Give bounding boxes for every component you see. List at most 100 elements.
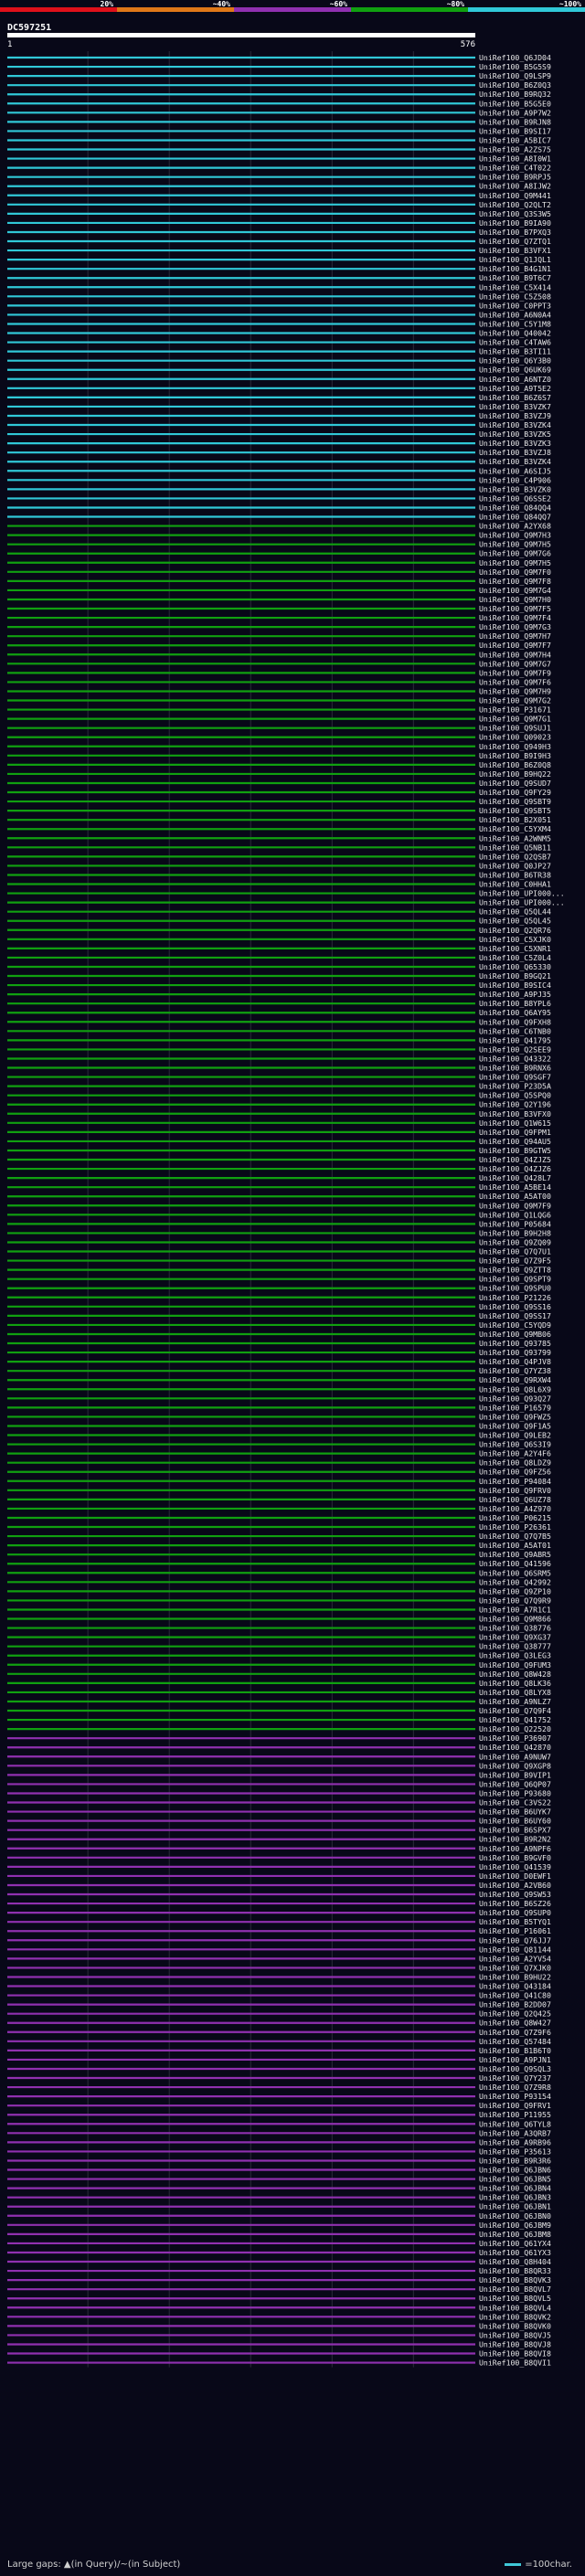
hit-label[interactable]: UniRef100_P26361: [479, 1522, 551, 1532]
hit-row[interactable]: UniRef100_Q949H3: [7, 742, 551, 751]
hit-row[interactable]: UniRef100_Q8W428: [7, 1670, 551, 1679]
hit-label[interactable]: UniRef100_B9HQ22: [479, 769, 551, 779]
hit-row[interactable]: UniRef100_Q9M7F5: [7, 604, 551, 613]
hit-label[interactable]: UniRef100_B6Z6S7: [479, 393, 551, 402]
hit-row[interactable]: UniRef100_Q6JBM9: [7, 2221, 551, 2230]
hit-label[interactable]: UniRef100_Q6JD04: [479, 53, 551, 62]
hit-row[interactable]: UniRef100_Q6JBN6: [7, 2166, 551, 2175]
hit-label[interactable]: UniRef100_Q9FPM1: [479, 1128, 551, 1137]
hit-label[interactable]: UniRef100_Q9M7F0: [479, 567, 551, 577]
hit-label[interactable]: UniRef100_Q1JQL1: [479, 255, 551, 264]
hit-label[interactable]: UniRef100_B6UY60: [479, 1817, 551, 1826]
hit-row[interactable]: UniRef100_Q9RXW4: [7, 1375, 551, 1384]
hit-label[interactable]: UniRef100_A2YV54: [479, 1954, 551, 1963]
hit-row[interactable]: UniRef100_Q6JBM8: [7, 2230, 551, 2239]
hit-label[interactable]: UniRef100_Q9M7F6: [479, 677, 551, 686]
hit-label[interactable]: UniRef100_Q9M7G3: [479, 622, 551, 631]
hit-row[interactable]: UniRef100_Q9M7G3: [7, 622, 551, 631]
hit-row[interactable]: UniRef100_Q09023: [7, 733, 551, 742]
hit-row[interactable]: UniRef100_P16579: [7, 1403, 551, 1412]
hit-label[interactable]: UniRef100_B5G5E0: [479, 99, 551, 108]
hit-label[interactable]: UniRef100_B9VIP1: [479, 1770, 551, 1779]
hit-label[interactable]: UniRef100_Q9SBT9: [479, 797, 551, 806]
hit-row[interactable]: UniRef100_A2VB60: [7, 1881, 551, 1890]
hit-row[interactable]: UniRef100_Q9FRV0: [7, 1486, 551, 1495]
hit-row[interactable]: UniRef100_Q9SUP0: [7, 1908, 551, 1917]
hit-label[interactable]: UniRef100_Q42992: [479, 1577, 551, 1586]
hit-label[interactable]: UniRef100_B8QVI8: [479, 2349, 551, 2359]
hit-row[interactable]: UniRef100_B3VFX0: [7, 1109, 551, 1118]
hit-row[interactable]: UniRef100_Q5NB11: [7, 843, 551, 852]
hit-label[interactable]: UniRef100_P31671: [479, 705, 551, 715]
hit-row[interactable]: UniRef100_Q6JBN5: [7, 2175, 551, 2184]
hit-label[interactable]: UniRef100_Q2Y196: [479, 1100, 551, 1109]
hit-row[interactable]: UniRef100_C5YQD9: [7, 1320, 551, 1330]
hit-label[interactable]: UniRef100_Q43322: [479, 1054, 551, 1063]
hit-row[interactable]: UniRef100_Q9SBT9: [7, 797, 551, 806]
hit-row[interactable]: UniRef100_A9PJN1: [7, 2055, 551, 2064]
hit-label[interactable]: UniRef100_C5YQD9: [479, 1320, 551, 1330]
hit-row[interactable]: UniRef100_B3VZK4: [7, 457, 551, 466]
hit-row[interactable]: UniRef100_B6TR38: [7, 870, 551, 879]
hit-label[interactable]: UniRef100_B3VZJ8: [479, 448, 551, 457]
hit-row[interactable]: UniRef100_B3VZJ9: [7, 411, 551, 420]
hit-row[interactable]: UniRef100_B5G5S9: [7, 62, 551, 71]
hit-row[interactable]: UniRef100_Q38777: [7, 1642, 551, 1651]
hit-row[interactable]: UniRef100_B8QVK2: [7, 2312, 551, 2321]
hit-row[interactable]: UniRef100_Q7Z9R8: [7, 2083, 551, 2092]
hit-label[interactable]: UniRef100_Q38776: [479, 1624, 551, 1633]
hit-label[interactable]: UniRef100_Q9SS16: [479, 1302, 551, 1311]
hit-row[interactable]: UniRef100_A2YV54: [7, 1954, 551, 1963]
hit-row[interactable]: UniRef100_B8YPL6: [7, 999, 551, 1008]
hit-row[interactable]: UniRef100_P21226: [7, 1293, 551, 1302]
hit-row[interactable]: UniRef100_Q3S3W5: [7, 209, 551, 218]
hit-row[interactable]: UniRef100_Q93Q27: [7, 1394, 551, 1403]
hit-label[interactable]: UniRef100_Q9RXW4: [479, 1375, 551, 1384]
hit-label[interactable]: UniRef100_Q6SSE2: [479, 493, 551, 503]
hit-row[interactable]: UniRef100_P11955: [7, 2110, 551, 2119]
hit-label[interactable]: UniRef100_Q2QR76: [479, 926, 551, 935]
hit-row[interactable]: UniRef100_C6TNB0: [7, 1026, 551, 1035]
hit-label[interactable]: UniRef100_A8I0W1: [479, 154, 551, 164]
hit-label[interactable]: UniRef100_B6SPX7: [479, 1826, 551, 1835]
hit-label[interactable]: UniRef100_Q9ZP10: [479, 1586, 551, 1595]
hit-row[interactable]: UniRef100_Q9M7G6: [7, 549, 551, 558]
hit-row[interactable]: UniRef100_Q8W427: [7, 2019, 551, 2028]
hit-label[interactable]: UniRef100_Q41596: [479, 1559, 551, 1568]
hit-row[interactable]: UniRef100_P35613: [7, 2147, 551, 2156]
hit-row[interactable]: UniRef100_B8QVJ5: [7, 2330, 551, 2339]
hit-row[interactable]: UniRef100_Q9SS17: [7, 1311, 551, 1320]
hit-label[interactable]: UniRef100_B8QVL4: [479, 2303, 551, 2312]
hit-label[interactable]: UniRef100_Q9SW53: [479, 1890, 551, 1899]
hit-label[interactable]: UniRef100_B9SI17: [479, 126, 551, 135]
hit-label[interactable]: UniRef100_P94084: [479, 1477, 551, 1486]
hit-label[interactable]: UniRef100_B7PXQ3: [479, 228, 551, 237]
hit-row[interactable]: UniRef100_Q9FPM1: [7, 1128, 551, 1137]
hit-row[interactable]: UniRef100_A3QRB7: [7, 2128, 551, 2137]
hit-label[interactable]: UniRef100_Q9MB06: [479, 1330, 551, 1339]
hit-label[interactable]: UniRef100_B5TYQ1: [479, 1917, 551, 1926]
hit-row[interactable]: UniRef100_Q6TYL8: [7, 2119, 551, 2128]
hit-row[interactable]: UniRef100_B8QVI8: [7, 2349, 551, 2359]
hit-row[interactable]: UniRef100_Q6Y3B0: [7, 356, 551, 366]
hit-row[interactable]: UniRef100_P93680: [7, 1788, 551, 1797]
hit-row[interactable]: UniRef100_Q4PJV8: [7, 1357, 551, 1366]
hit-label[interactable]: UniRef100_Q5QL44: [479, 907, 551, 917]
hit-row[interactable]: UniRef100_Q4ZJZ6: [7, 1164, 551, 1173]
hit-row[interactable]: UniRef100_Q9M7F0: [7, 567, 551, 577]
hit-row[interactable]: UniRef100_Q2QLT2: [7, 200, 551, 209]
hit-row[interactable]: UniRef100_C4P906: [7, 475, 551, 484]
hit-row[interactable]: UniRef100_Q42992: [7, 1577, 551, 1586]
hit-label[interactable]: UniRef100_B9I9H3: [479, 751, 551, 760]
hit-label[interactable]: UniRef100_Q9LEB2: [479, 1431, 551, 1440]
hit-row[interactable]: UniRef100_Q2QSB7: [7, 852, 551, 861]
hit-row[interactable]: UniRef100_A6N0A4: [7, 310, 551, 319]
hit-label[interactable]: UniRef100_A2Y4F6: [479, 1449, 551, 1458]
hit-row[interactable]: UniRef100_Q9SUJ1: [7, 724, 551, 733]
hit-label[interactable]: UniRef100_B9RQ32: [479, 90, 551, 99]
hit-row[interactable]: UniRef100_Q9XGP8: [7, 1761, 551, 1770]
hit-label[interactable]: UniRef100_Q8LK36: [479, 1679, 551, 1688]
hit-row[interactable]: UniRef100_Q6S3I9: [7, 1440, 551, 1449]
hit-row[interactable]: UniRef100_B9RPJ5: [7, 173, 551, 182]
hit-label[interactable]: UniRef100_C0HHA1: [479, 880, 551, 889]
